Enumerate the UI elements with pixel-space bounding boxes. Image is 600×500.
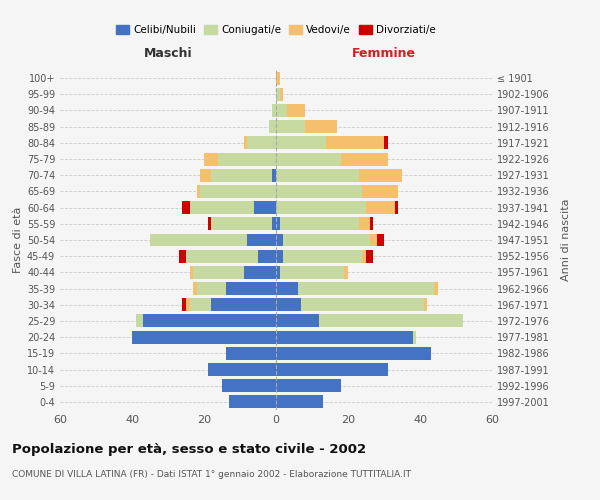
Bar bbox=[204, 152, 218, 166]
Bar bbox=[434, 282, 438, 295]
Bar bbox=[190, 266, 193, 279]
Text: Maschi: Maschi bbox=[143, 48, 193, 60]
Bar bbox=[182, 201, 190, 214]
Bar bbox=[301, 298, 424, 311]
Bar bbox=[276, 104, 287, 117]
Bar bbox=[276, 218, 280, 230]
Bar bbox=[276, 152, 341, 166]
Bar bbox=[319, 314, 463, 328]
Bar bbox=[272, 218, 276, 230]
Bar bbox=[211, 169, 272, 181]
Bar bbox=[366, 201, 395, 214]
Bar bbox=[276, 282, 298, 295]
Bar bbox=[258, 250, 276, 262]
Bar bbox=[283, 250, 362, 262]
Bar bbox=[305, 120, 337, 133]
Bar bbox=[359, 218, 370, 230]
Bar bbox=[276, 250, 283, 262]
Bar bbox=[280, 218, 359, 230]
Text: COMUNE DI VILLA LATINA (FR) - Dati ISTAT 1° gennaio 2002 - Elaborazione TUTTITAL: COMUNE DI VILLA LATINA (FR) - Dati ISTAT… bbox=[12, 470, 411, 479]
Bar bbox=[226, 347, 276, 360]
Bar bbox=[197, 185, 200, 198]
Bar bbox=[179, 250, 186, 262]
Bar bbox=[150, 234, 247, 246]
Bar bbox=[218, 152, 276, 166]
Bar bbox=[276, 72, 280, 85]
Bar bbox=[200, 185, 276, 198]
Bar bbox=[276, 88, 280, 101]
Bar bbox=[247, 234, 276, 246]
Bar bbox=[222, 379, 276, 392]
Bar bbox=[276, 136, 326, 149]
Bar bbox=[208, 363, 276, 376]
Bar bbox=[254, 201, 276, 214]
Bar bbox=[283, 234, 370, 246]
Bar bbox=[247, 136, 276, 149]
Bar bbox=[197, 282, 226, 295]
Bar bbox=[272, 169, 276, 181]
Bar bbox=[370, 234, 377, 246]
Bar bbox=[186, 298, 190, 311]
Y-axis label: Fasce di età: Fasce di età bbox=[13, 207, 23, 273]
Bar bbox=[280, 266, 344, 279]
Text: Femmine: Femmine bbox=[352, 48, 416, 60]
Bar bbox=[136, 314, 143, 328]
Bar bbox=[384, 136, 388, 149]
Bar bbox=[244, 136, 247, 149]
Bar bbox=[211, 218, 272, 230]
Bar bbox=[413, 330, 416, 344]
Bar bbox=[298, 282, 434, 295]
Bar bbox=[359, 169, 402, 181]
Bar bbox=[341, 152, 388, 166]
Bar bbox=[211, 298, 276, 311]
Bar bbox=[276, 201, 366, 214]
Bar bbox=[190, 298, 211, 311]
Y-axis label: Anni di nascita: Anni di nascita bbox=[561, 198, 571, 281]
Bar bbox=[276, 314, 319, 328]
Bar bbox=[362, 250, 366, 262]
Bar bbox=[276, 298, 301, 311]
Text: Popolazione per età, sesso e stato civile - 2002: Popolazione per età, sesso e stato civil… bbox=[12, 442, 366, 456]
Bar bbox=[370, 218, 373, 230]
Bar bbox=[280, 88, 283, 101]
Bar bbox=[276, 379, 341, 392]
Bar bbox=[424, 298, 427, 311]
Bar bbox=[276, 347, 431, 360]
Bar bbox=[269, 120, 276, 133]
Bar bbox=[276, 169, 359, 181]
Bar bbox=[200, 169, 211, 181]
Bar bbox=[276, 120, 305, 133]
Bar bbox=[182, 298, 186, 311]
Bar bbox=[377, 234, 384, 246]
Bar bbox=[193, 266, 244, 279]
Bar bbox=[276, 185, 362, 198]
Legend: Celibi/Nubili, Coniugati/e, Vedovi/e, Divorziati/e: Celibi/Nubili, Coniugati/e, Vedovi/e, Di… bbox=[112, 21, 440, 40]
Bar bbox=[229, 396, 276, 408]
Bar bbox=[395, 201, 398, 214]
Bar bbox=[287, 104, 305, 117]
Bar bbox=[362, 185, 398, 198]
Bar bbox=[244, 266, 276, 279]
Bar bbox=[276, 363, 388, 376]
Bar bbox=[193, 282, 197, 295]
Bar bbox=[276, 234, 283, 246]
Bar bbox=[366, 250, 373, 262]
Bar bbox=[132, 330, 276, 344]
Bar bbox=[276, 266, 280, 279]
Bar bbox=[276, 396, 323, 408]
Bar bbox=[226, 282, 276, 295]
Bar bbox=[272, 104, 276, 117]
Bar bbox=[143, 314, 276, 328]
Bar bbox=[276, 330, 413, 344]
Bar bbox=[208, 218, 211, 230]
Bar bbox=[326, 136, 384, 149]
Bar bbox=[344, 266, 348, 279]
Bar bbox=[186, 250, 258, 262]
Bar bbox=[190, 201, 254, 214]
